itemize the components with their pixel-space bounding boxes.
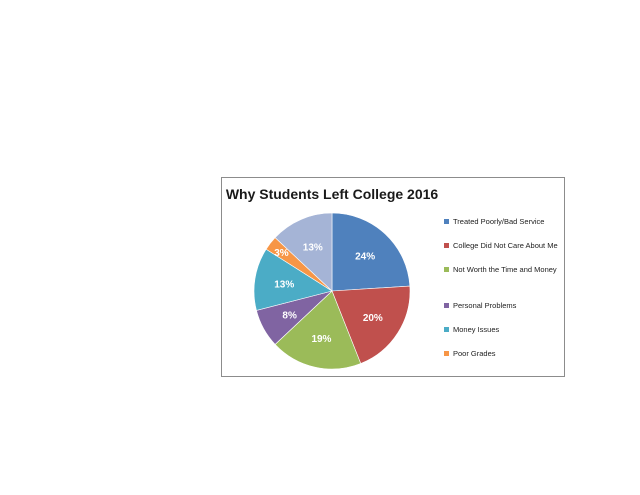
pie-slice-1	[331, 285, 411, 364]
legend-swatch-0	[444, 219, 449, 224]
legend-label-4: Money Issues	[453, 325, 500, 334]
legend-label-2: Not Worth the Time and Money	[453, 265, 557, 274]
slice-label-1: 20%	[363, 313, 383, 324]
chart-frame: Why Students Left College 2016 24% 20% 19%…	[221, 177, 565, 377]
pie-slice-4	[253, 248, 333, 311]
legend-swatch-4	[444, 327, 449, 332]
legend-label-5: Poor Grades	[453, 349, 496, 358]
legend-item-2: Not Worth the Time and Money	[444, 265, 564, 275]
legend-item-1: College Did Not Care About Me	[444, 241, 564, 251]
slice-label-4: 13%	[274, 279, 294, 290]
legend-label-0: Treated Poorly/Bad Service	[453, 217, 545, 226]
slice-label-2: 19%	[311, 334, 331, 345]
chart-title: Why Students Left College 2016	[225, 186, 439, 202]
legend-swatch-3	[444, 303, 449, 308]
legend-swatch-2	[444, 267, 449, 272]
slice-label-0: 24%	[355, 252, 375, 263]
pie-chart: 24% 20% 19% 8% 13% 3% 13%	[253, 212, 411, 370]
legend-label-1: College Did Not Care About Me	[453, 241, 558, 250]
slice-label-6: 13%	[303, 243, 323, 254]
legend-item-3: Personal Problems	[444, 301, 564, 311]
slice-label-3: 8%	[282, 310, 297, 321]
pie-slice-0	[331, 212, 411, 292]
legend-item-4: Money Issues	[444, 325, 564, 335]
legend-swatch-5	[444, 351, 449, 356]
legend-label-3: Personal Problems	[453, 301, 517, 310]
pie-slice-6	[274, 212, 333, 292]
pie-slice-2	[274, 290, 362, 370]
slice-label-5: 3%	[274, 248, 289, 259]
legend: Treated Poorly/Bad Service College Did No…	[444, 217, 564, 359]
legend-swatch-1	[444, 243, 449, 248]
legend-item-0: Treated Poorly/Bad Service	[444, 217, 564, 227]
legend-item-5: Poor Grades	[444, 349, 564, 359]
